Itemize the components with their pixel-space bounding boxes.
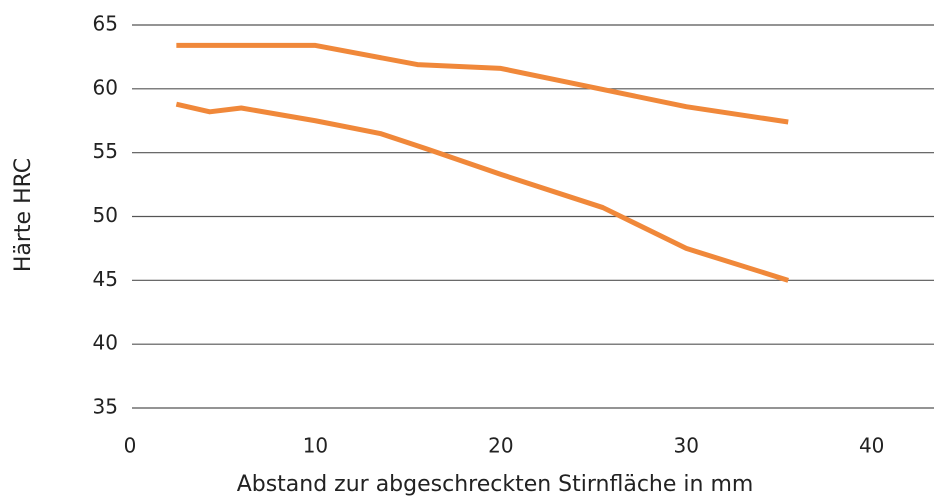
series-line [175,101,789,283]
x-tick-label: 0 [124,434,137,458]
x-tick-label: 20 [488,434,513,458]
series-line [176,42,789,125]
y-tick-label: 45 [93,267,118,291]
x-tick-label: 30 [674,434,699,458]
y-axis-title: Härte HRC [11,158,36,272]
y-tick-label: 50 [93,203,118,227]
y-tick-label: 35 [93,395,118,419]
x-tick-label: 10 [303,434,328,458]
y-tick-label: 65 [93,12,118,36]
x-tick-label: 40 [859,434,884,458]
y-tick-label: 40 [93,331,118,355]
y-tick-label: 55 [93,139,118,163]
y-tick-label: 60 [93,75,118,99]
x-axis-title: Abstand zur abgeschreckten Stirnfläche i… [237,472,754,497]
